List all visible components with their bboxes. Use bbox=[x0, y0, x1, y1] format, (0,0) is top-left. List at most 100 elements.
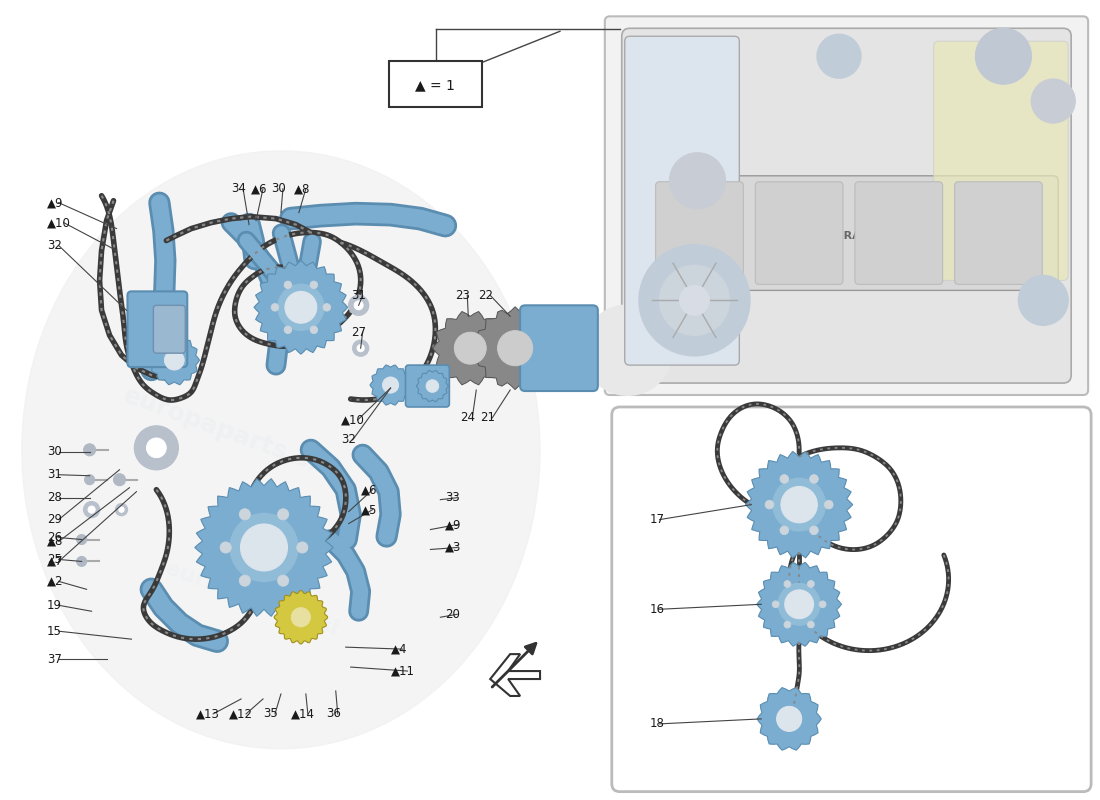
Text: ▲6: ▲6 bbox=[251, 182, 267, 195]
FancyBboxPatch shape bbox=[635, 176, 1058, 290]
Text: 35: 35 bbox=[263, 707, 278, 721]
Text: ▲9: ▲9 bbox=[446, 518, 462, 531]
FancyBboxPatch shape bbox=[621, 28, 1071, 383]
Circle shape bbox=[310, 326, 318, 334]
Text: 31: 31 bbox=[47, 468, 62, 482]
Text: 15: 15 bbox=[47, 625, 62, 638]
Text: 21: 21 bbox=[481, 411, 495, 425]
Text: ▲5: ▲5 bbox=[361, 503, 377, 516]
Text: 17: 17 bbox=[650, 513, 664, 526]
Circle shape bbox=[426, 380, 439, 392]
Circle shape bbox=[323, 303, 331, 311]
Circle shape bbox=[1032, 79, 1075, 123]
Text: ▲6: ▲6 bbox=[361, 483, 377, 496]
Text: europaparts.si: europaparts.si bbox=[120, 383, 322, 477]
Circle shape bbox=[784, 590, 814, 618]
Circle shape bbox=[680, 286, 710, 315]
Text: ▲12: ▲12 bbox=[229, 707, 253, 721]
Circle shape bbox=[284, 281, 292, 289]
Text: 16: 16 bbox=[650, 602, 664, 616]
Text: ▲13: ▲13 bbox=[196, 707, 220, 721]
Circle shape bbox=[164, 350, 184, 370]
Circle shape bbox=[780, 474, 789, 483]
Circle shape bbox=[497, 330, 532, 366]
Circle shape bbox=[113, 474, 125, 486]
Polygon shape bbox=[195, 478, 333, 616]
Text: ▲ = 1: ▲ = 1 bbox=[416, 78, 455, 92]
FancyBboxPatch shape bbox=[612, 407, 1091, 792]
Polygon shape bbox=[474, 306, 557, 390]
Circle shape bbox=[88, 506, 96, 514]
Circle shape bbox=[119, 507, 124, 512]
Text: ▲11: ▲11 bbox=[390, 665, 415, 678]
Text: 30: 30 bbox=[47, 446, 62, 458]
Text: ▲10: ▲10 bbox=[341, 414, 364, 426]
Polygon shape bbox=[757, 562, 842, 646]
Circle shape bbox=[817, 34, 861, 78]
Text: 23: 23 bbox=[455, 289, 470, 302]
Circle shape bbox=[278, 284, 323, 330]
Circle shape bbox=[353, 340, 369, 356]
Text: ▲7: ▲7 bbox=[47, 555, 64, 568]
Text: ▲8: ▲8 bbox=[294, 182, 310, 195]
Circle shape bbox=[976, 28, 1032, 84]
Circle shape bbox=[84, 502, 100, 518]
Text: 24: 24 bbox=[460, 411, 475, 425]
FancyBboxPatch shape bbox=[406, 365, 450, 407]
Circle shape bbox=[781, 486, 817, 523]
Circle shape bbox=[778, 707, 801, 731]
Text: 19: 19 bbox=[47, 598, 62, 612]
Text: FERRARI: FERRARI bbox=[820, 230, 873, 241]
Circle shape bbox=[285, 291, 317, 323]
Polygon shape bbox=[746, 451, 852, 558]
Circle shape bbox=[220, 542, 231, 553]
Text: 25: 25 bbox=[47, 553, 62, 566]
Circle shape bbox=[383, 377, 398, 393]
Circle shape bbox=[772, 601, 779, 608]
Polygon shape bbox=[417, 370, 449, 402]
Circle shape bbox=[146, 438, 166, 458]
Text: 22: 22 bbox=[478, 289, 493, 302]
Circle shape bbox=[766, 500, 773, 509]
Text: 30: 30 bbox=[271, 182, 286, 195]
Circle shape bbox=[784, 581, 791, 587]
Circle shape bbox=[807, 622, 814, 628]
Text: ▲8: ▲8 bbox=[47, 535, 63, 548]
Text: 27: 27 bbox=[351, 326, 365, 338]
Text: ▲10: ▲10 bbox=[47, 216, 70, 229]
FancyBboxPatch shape bbox=[656, 182, 744, 285]
Text: 18: 18 bbox=[650, 718, 664, 730]
Circle shape bbox=[310, 281, 318, 289]
Circle shape bbox=[1019, 275, 1068, 326]
Polygon shape bbox=[274, 590, 328, 644]
Circle shape bbox=[292, 608, 310, 627]
Circle shape bbox=[85, 474, 95, 485]
FancyBboxPatch shape bbox=[625, 36, 739, 365]
Circle shape bbox=[784, 622, 791, 628]
Circle shape bbox=[241, 524, 287, 571]
Circle shape bbox=[116, 504, 128, 515]
Text: 28: 28 bbox=[47, 491, 62, 504]
Circle shape bbox=[640, 246, 749, 355]
FancyBboxPatch shape bbox=[934, 42, 1068, 281]
FancyBboxPatch shape bbox=[520, 306, 597, 391]
Circle shape bbox=[84, 444, 96, 456]
Polygon shape bbox=[432, 311, 508, 385]
Circle shape bbox=[582, 304, 673, 396]
Circle shape bbox=[820, 601, 826, 608]
Polygon shape bbox=[254, 261, 348, 354]
Circle shape bbox=[807, 581, 814, 587]
Text: 32: 32 bbox=[47, 239, 62, 252]
Text: ▲9: ▲9 bbox=[47, 196, 64, 209]
Circle shape bbox=[272, 303, 278, 311]
Circle shape bbox=[240, 509, 251, 520]
Text: 32: 32 bbox=[341, 434, 355, 446]
Text: 29: 29 bbox=[47, 513, 62, 526]
Ellipse shape bbox=[22, 151, 540, 749]
Polygon shape bbox=[150, 335, 199, 385]
FancyBboxPatch shape bbox=[153, 306, 185, 353]
FancyBboxPatch shape bbox=[756, 182, 843, 285]
Circle shape bbox=[670, 153, 725, 209]
Circle shape bbox=[354, 301, 363, 310]
Circle shape bbox=[810, 526, 818, 534]
